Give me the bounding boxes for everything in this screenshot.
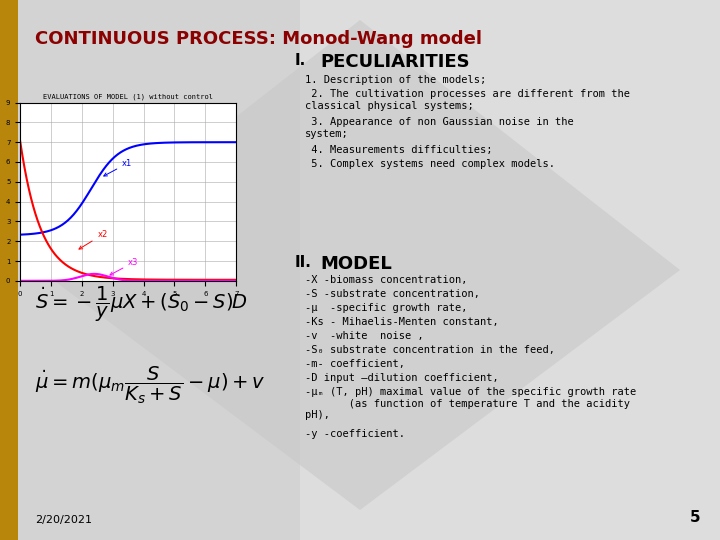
Text: -μ  -specific growth rate,: -μ -specific growth rate, — [305, 303, 467, 313]
Text: MODEL: MODEL — [320, 255, 392, 273]
Text: -y -coefficient.: -y -coefficient. — [305, 429, 405, 439]
Text: -S -substrate concentration,: -S -substrate concentration, — [305, 289, 480, 299]
Text: CONTINUOUS PROCESS: Monod-Wang model: CONTINUOUS PROCESS: Monod-Wang model — [35, 30, 482, 48]
Text: x1: x1 — [104, 159, 132, 176]
Text: 2. The cultivation processes are different from the
classical physical systems;: 2. The cultivation processes are differe… — [305, 89, 630, 111]
Text: -D input –dilution coefficient,: -D input –dilution coefficient, — [305, 373, 499, 383]
Text: 5: 5 — [689, 510, 700, 525]
Text: II.: II. — [295, 255, 312, 270]
Text: $\dot{X} = \mu X - DX$: $\dot{X} = \mu X - DX$ — [35, 230, 153, 259]
Bar — [0, 0, 18, 540]
Text: I.: I. — [295, 53, 306, 68]
Text: x3: x3 — [110, 258, 138, 275]
Title: EVALUATIONS OF MODEL (1) without control: EVALUATIONS OF MODEL (1) without control — [43, 93, 213, 100]
Text: -μₘ (T, pH) maximal value of the specific growth rate
       (as function of tem: -μₘ (T, pH) maximal value of the specifi… — [305, 387, 636, 420]
Text: 1. Description of the models;: 1. Description of the models; — [305, 75, 486, 85]
Text: 4. Measurements difficulties;: 4. Measurements difficulties; — [305, 145, 492, 155]
Text: 2/20/2021: 2/20/2021 — [35, 515, 92, 525]
Text: 3. Appearance of non Gaussian noise in the
system;: 3. Appearance of non Gaussian noise in t… — [305, 117, 574, 139]
Text: -Ks - Mihaelis-Menten constant,: -Ks - Mihaelis-Menten constant, — [305, 317, 499, 327]
Text: x2: x2 — [79, 230, 107, 249]
Text: PECULIARITIES: PECULIARITIES — [320, 53, 469, 71]
Text: $\dot{\mu} = m(\mu_m \dfrac{S}{K_s + S} - \mu) + v$: $\dot{\mu} = m(\mu_m \dfrac{S}{K_s + S} … — [35, 365, 266, 407]
Text: -v  -white  noise ,: -v -white noise , — [305, 331, 424, 341]
Text: 5. Complex systems need complex models.: 5. Complex systems need complex models. — [305, 159, 555, 169]
Text: -S₀ substrate concentration in the feed,: -S₀ substrate concentration in the feed, — [305, 345, 555, 355]
Text: $\dot{S} = -\dfrac{1}{y}\mu X + (S_0 - S)D$: $\dot{S} = -\dfrac{1}{y}\mu X + (S_0 - S… — [35, 285, 247, 324]
Polygon shape — [40, 20, 680, 510]
Text: -X -biomass concentration,: -X -biomass concentration, — [305, 275, 467, 285]
Text: -m- coefficient,: -m- coefficient, — [305, 359, 405, 369]
Polygon shape — [300, 0, 720, 540]
